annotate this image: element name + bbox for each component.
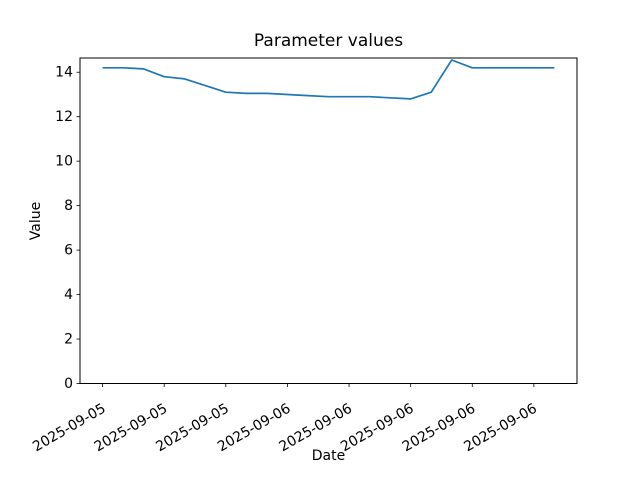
y-tick-label: 6 [64, 243, 73, 259]
y-tick-label: 2 [64, 332, 73, 348]
x-axis-label: Date [312, 448, 345, 464]
y-tick-label: 12 [55, 109, 73, 125]
x-axis-ticks: 2025-09-052025-09-052025-09-052025-09-06… [30, 383, 540, 455]
y-tick-label: 4 [64, 287, 73, 303]
y-tick-label: 8 [64, 198, 73, 214]
y-tick-label: 14 [55, 65, 73, 81]
y-axis-ticks: 0 2 4 6 8 10 12 14 [55, 65, 80, 392]
data-line [102, 59, 555, 100]
chart-title: Parameter values [254, 31, 403, 51]
y-tick-label: 0 [64, 376, 73, 392]
plot-border [79, 57, 578, 384]
y-axis-label: Value [28, 202, 44, 240]
y-tick-label: 10 [55, 154, 73, 170]
